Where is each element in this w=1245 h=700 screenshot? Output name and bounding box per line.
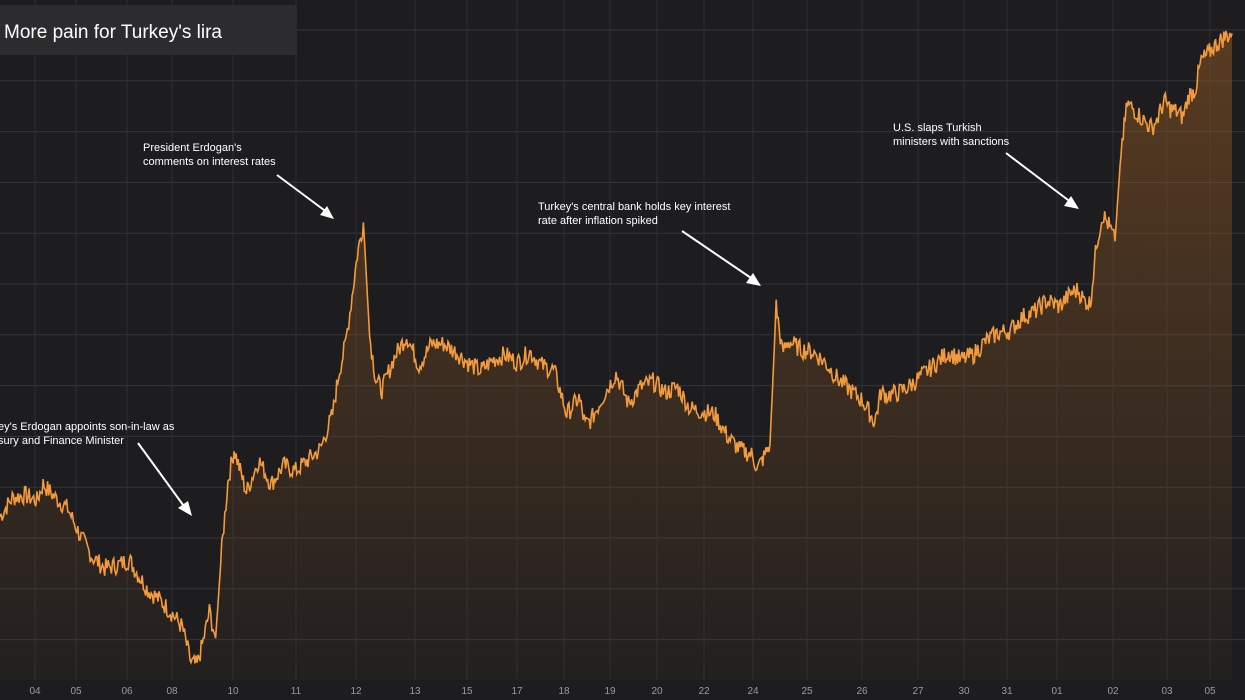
annotation-arrow-shaft xyxy=(276,174,329,214)
annotation-central-bank-line2: rate after inflation spiked xyxy=(538,215,658,227)
annotation-erdogan-son-in-law: ey's Erdogan appoints son-in-law as sury… xyxy=(0,421,192,516)
x-tick-label: 15 xyxy=(461,686,473,697)
annotation-central-bank: Turkey's central bank holds key interest… xyxy=(538,201,761,286)
x-tick-label: 11 xyxy=(291,686,302,697)
x-tick-label: 24 xyxy=(747,686,759,697)
chart-title-panel: More pain for Turkey's lira xyxy=(0,5,297,55)
annotation-erdogan-son-in-law-line2: sury and Finance Minister xyxy=(0,435,124,447)
x-tick-label: 31 xyxy=(1001,686,1013,697)
x-tick-label: 06 xyxy=(121,686,133,697)
x-tick-label: 01 xyxy=(1051,686,1063,697)
annotation-erdogan-son-in-law-line1: ey's Erdogan appoints son-in-law as xyxy=(0,421,175,433)
x-tick-label: 04 xyxy=(29,686,41,697)
annotation-central-bank-line1: Turkey's central bank holds key interest xyxy=(538,201,730,213)
x-tick-label: 19 xyxy=(604,686,616,697)
x-axis-ticks: 04 05 06 08 10 11 12 13 15 17 18 19 20 22 24 25 26 27 30 31… xyxy=(29,686,1216,697)
annotation-us-sanctions: U.S. slaps Turkish ministers with sancti… xyxy=(893,122,1079,209)
annotation-arrowhead-icon xyxy=(746,273,761,286)
x-tick-label: 12 xyxy=(350,686,362,697)
page-title: More pain for Turkey's lira xyxy=(4,22,222,43)
x-tick-label: 22 xyxy=(698,686,710,697)
x-tick-label: 03 xyxy=(1161,686,1173,697)
x-tick-label: 08 xyxy=(166,686,178,697)
x-tick-label: 05 xyxy=(1204,686,1216,697)
annotation-erdogan-rates-line2: comments on interest rates xyxy=(143,156,276,168)
annotation-us-sanctions-line1: U.S. slaps Turkish xyxy=(893,122,982,134)
x-tick-label: 05 xyxy=(70,686,82,697)
lira-price-line xyxy=(0,30,1233,665)
x-tick-label: 17 xyxy=(511,686,523,697)
annotation-us-sanctions-line2: ministers with sanctions xyxy=(893,136,1010,148)
annotation-arrowhead-icon xyxy=(178,501,192,516)
annotation-arrowhead-icon xyxy=(1064,196,1079,209)
x-tick-label: 25 xyxy=(801,686,813,697)
lira-area-fill xyxy=(0,31,1232,680)
x-tick-label: 02 xyxy=(1107,686,1119,697)
annotation-arrow-shaft xyxy=(681,230,755,281)
annotation-erdogan-rates-line1: President Erdogan's xyxy=(143,142,242,154)
x-tick-label: 18 xyxy=(558,686,570,697)
x-tick-label: 26 xyxy=(856,686,868,697)
x-tick-label: 10 xyxy=(227,686,239,697)
x-tick-label: 20 xyxy=(651,686,663,697)
x-tick-label: 13 xyxy=(409,686,421,697)
x-tick-label: 27 xyxy=(912,686,924,697)
annotation-arrow-shaft xyxy=(137,442,187,510)
x-tick-label: 30 xyxy=(958,686,970,697)
annotation-arrow-shaft xyxy=(1005,152,1073,204)
annotation-erdogan-rates: President Erdogan's comments on interest… xyxy=(143,142,334,219)
annotation-arrowhead-icon xyxy=(320,206,334,219)
